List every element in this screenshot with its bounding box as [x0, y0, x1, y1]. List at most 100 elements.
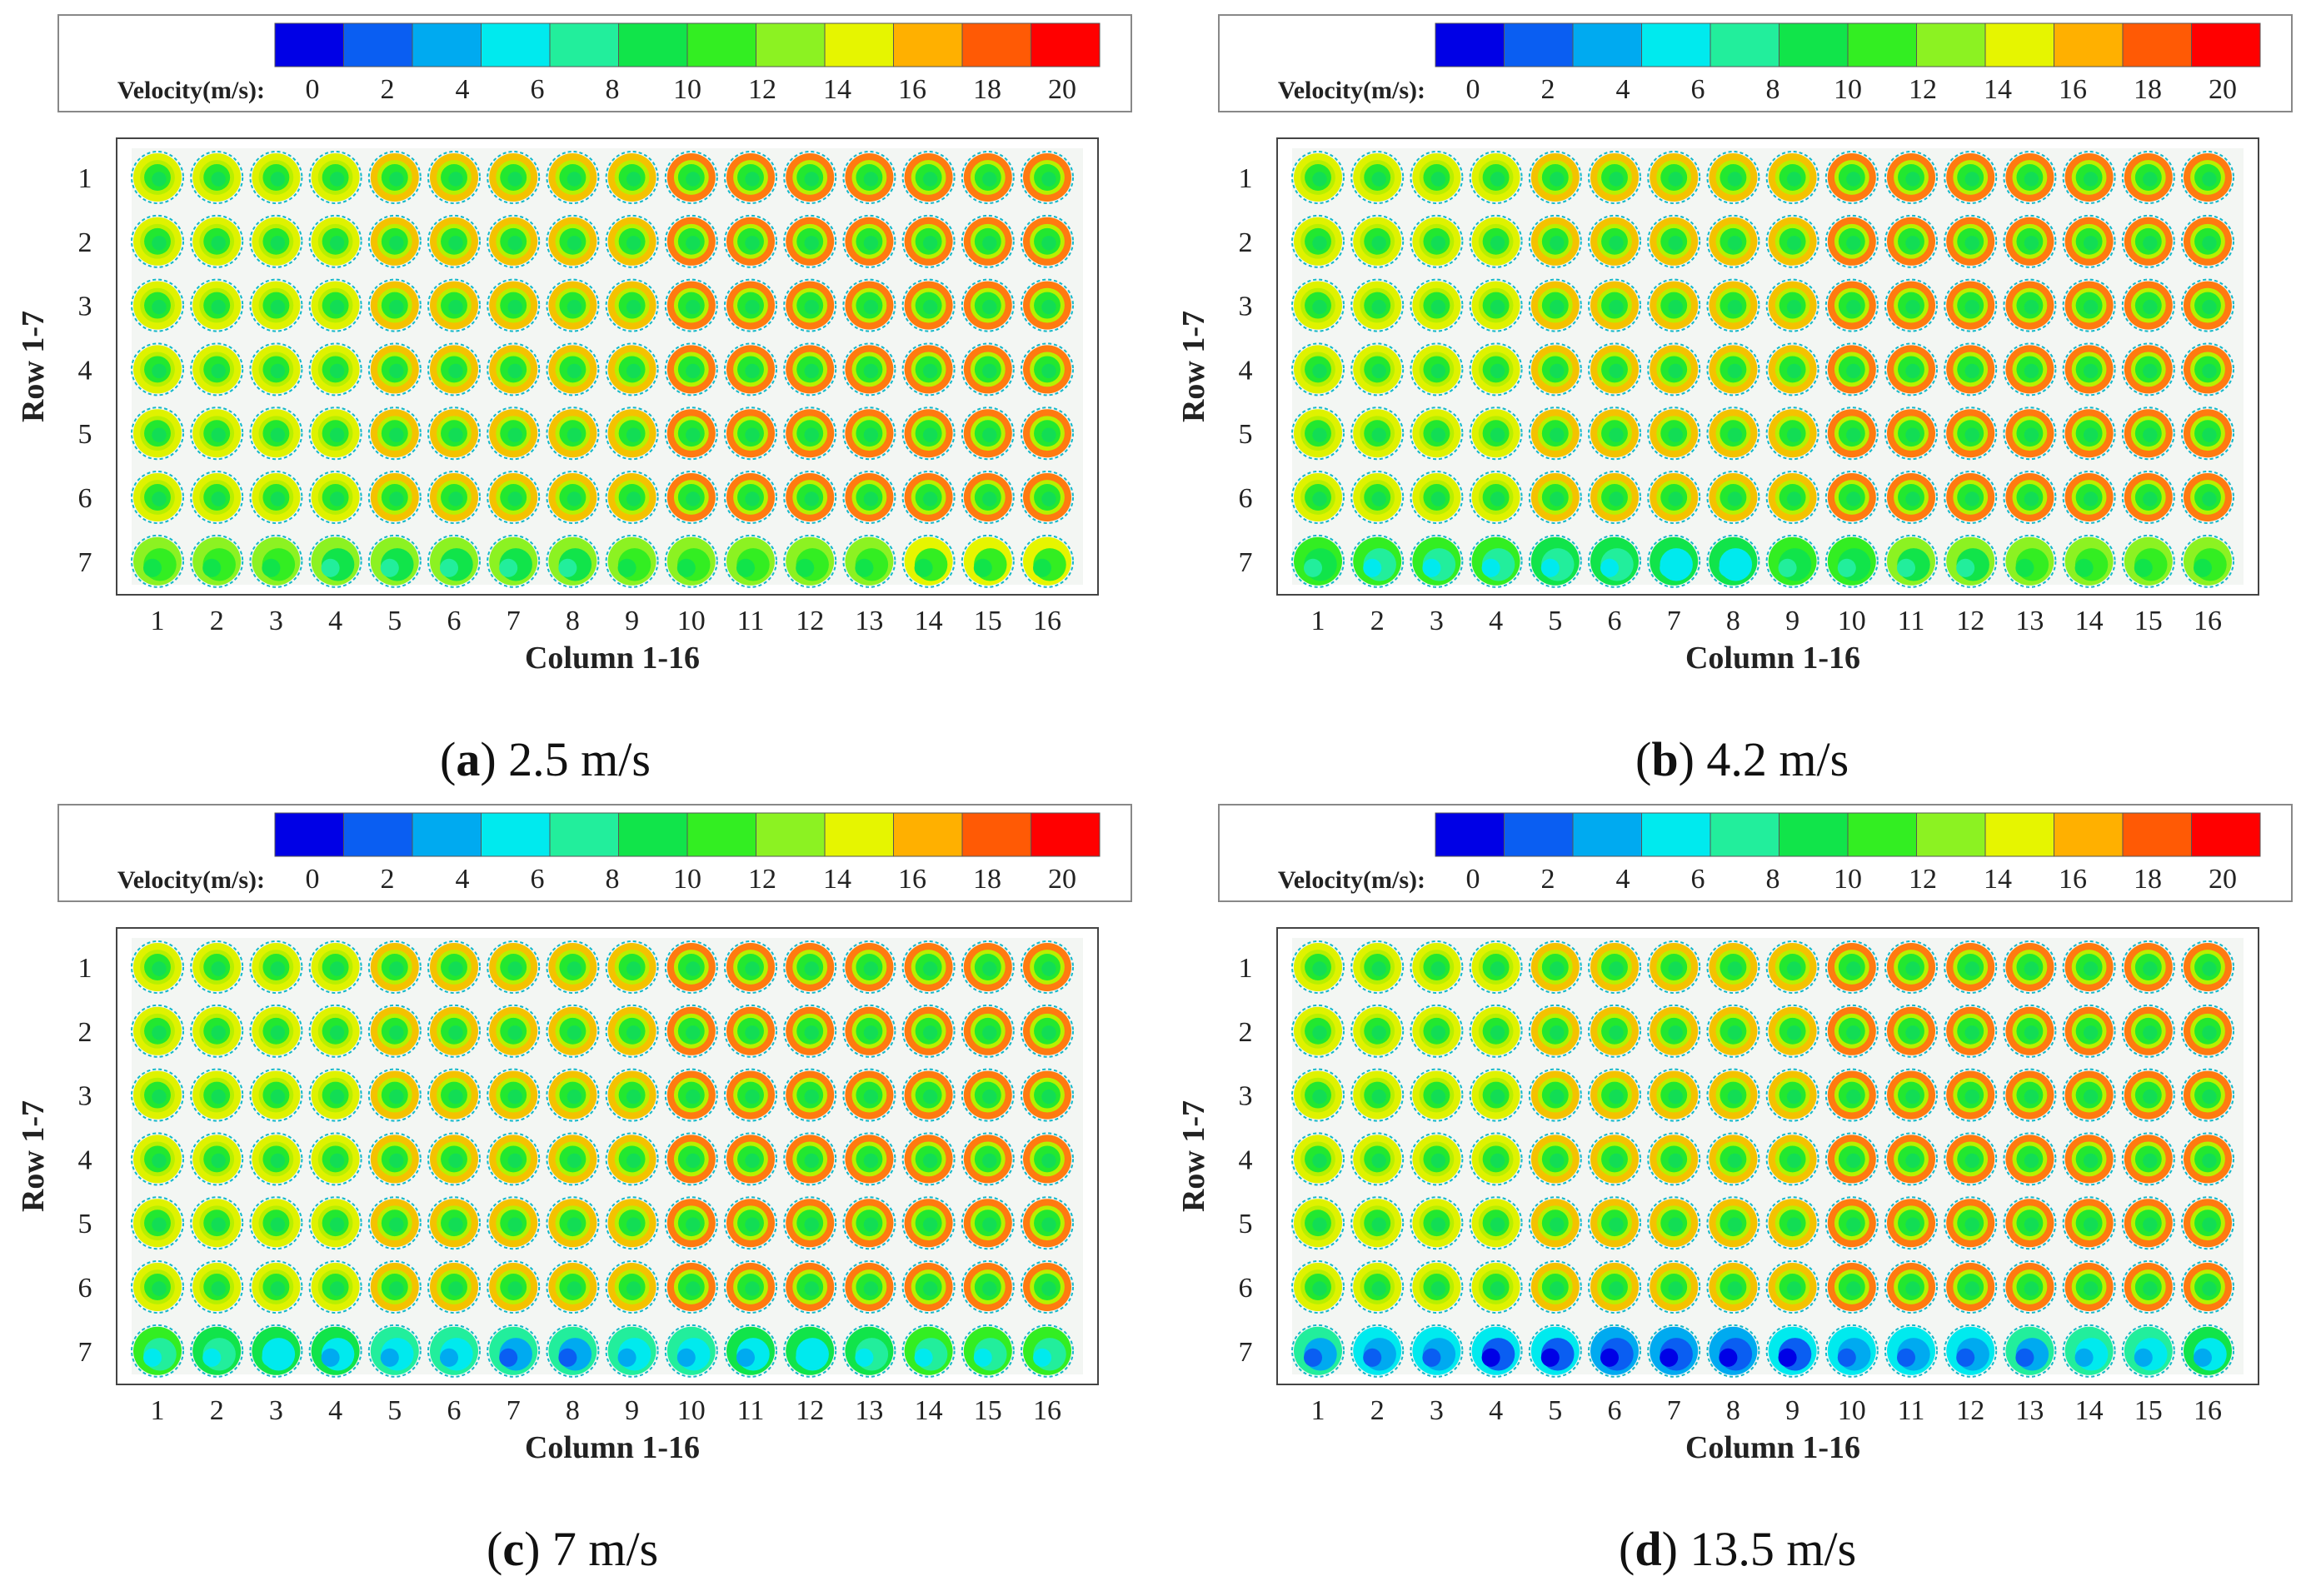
velocity-cell-r4-c7	[1647, 342, 1701, 397]
velocity-cell-r4-c12	[783, 342, 837, 397]
velocity-cell-r1-c3	[1410, 940, 1464, 994]
velocity-cell-r6-c4	[308, 1260, 362, 1314]
legend-swatch	[1504, 22, 1574, 67]
velocity-cell-r3-c3	[249, 1068, 303, 1122]
column-tick-label: 1	[1311, 606, 1325, 636]
velocity-cell-r3-c14	[901, 1068, 956, 1122]
legend-swatch	[549, 22, 619, 67]
legend-swatch	[686, 812, 756, 857]
column-tick-label: 7	[1667, 606, 1681, 636]
velocity-cell-r5-c1	[131, 1196, 184, 1250]
velocity-cell-r5-c9	[1765, 406, 1819, 461]
velocity-cell-r3-c9	[605, 1068, 659, 1122]
velocity-cell-r5-c5	[1528, 1196, 1582, 1250]
velocity-cell-r1-c8	[546, 151, 600, 204]
velocity-cell-r3-c8	[546, 278, 600, 332]
velocity-cell-r6-c6	[427, 1260, 481, 1314]
legend-tick: 6	[1691, 74, 1705, 105]
velocity-cell-r4-c16	[2181, 342, 2234, 397]
velocity-cell-r3-c16	[2181, 1068, 2234, 1122]
velocity-cell-r3-c8	[1706, 1068, 1760, 1122]
velocity-cell-r1-c5	[367, 151, 422, 204]
legend-tick: 8	[1766, 864, 1780, 895]
velocity-cell-r2-c1	[1291, 214, 1345, 268]
velocity-cell-r2-c16	[1021, 214, 1074, 268]
velocity-cell-r5-c16	[2181, 1196, 2234, 1250]
velocity-cell-r1-c14	[901, 151, 956, 204]
velocity-cell-r3-c9	[1765, 1068, 1819, 1122]
column-tick-label: 4	[1489, 606, 1503, 636]
velocity-cell-r2-c6	[427, 214, 481, 268]
velocity-cell-r1-c10	[664, 151, 718, 204]
velocity-cell-r5-c16	[2181, 406, 2234, 461]
velocity-cell-r5-c14	[2062, 1196, 2116, 1250]
legend-swatch	[412, 812, 482, 857]
velocity-cell-r7-c1	[1291, 534, 1345, 588]
velocity-cell-r7-c15	[2121, 1324, 2175, 1378]
velocity-cell-r6-c1	[1291, 471, 1345, 524]
velocity-cell-r7-c4	[308, 1324, 362, 1378]
velocity-cell-r2-c1	[131, 1004, 184, 1058]
column-tick-label: 11	[1898, 1395, 1925, 1426]
legend-tick: 10	[673, 864, 701, 895]
velocity-cell-r5-c15	[961, 406, 1015, 461]
row-tick-label: 5	[1239, 1209, 1253, 1239]
velocity-cell-r7-c1	[1291, 1324, 1345, 1378]
velocity-cell-r7-c10	[1824, 1324, 1879, 1378]
column-tick-label: 16	[2194, 606, 2222, 636]
velocity-cell-r7-c5	[1528, 1324, 1582, 1378]
velocity-cell-r4-c13	[2003, 1132, 2057, 1186]
velocity-cell-r4-c8	[546, 342, 600, 397]
velocity-cell-r2-c16	[1021, 1004, 1074, 1058]
velocity-cell-r6-c8	[546, 471, 600, 524]
y-axis-title: Row 1-7	[1176, 311, 1211, 422]
velocity-cell-r4-c6	[1588, 342, 1641, 397]
legend-swatch	[1710, 812, 1779, 857]
column-tick-label: 13	[2015, 606, 2044, 636]
velocity-cell-r2-c16	[2181, 1004, 2234, 1058]
velocity-cell-r4-c12	[783, 1132, 837, 1186]
velocity-cell-r2-c9	[605, 214, 659, 268]
velocity-cell-r2-c7	[1647, 214, 1701, 268]
velocity-cell-r6-c7	[1647, 471, 1701, 524]
velocity-cell-r7-c2	[1350, 534, 1405, 588]
velocity-cell-r3-c8	[1706, 278, 1760, 332]
velocity-cell-r5-c16	[1021, 1196, 1074, 1250]
velocity-cell-r4-c16	[1021, 1132, 1074, 1186]
row-tick-label: 2	[78, 1017, 92, 1048]
velocity-cell-r6-c3	[1410, 1260, 1464, 1314]
row-tick-label: 7	[78, 1337, 92, 1368]
velocity-cell-r4-c7	[1647, 1132, 1701, 1186]
velocity-cell-r3-c1	[1291, 278, 1345, 332]
column-tick-label: 13	[855, 606, 883, 636]
column-tick-label: 7	[507, 1395, 521, 1426]
column-tick-label: 12	[796, 606, 824, 636]
row-tick-label: 1	[78, 163, 92, 194]
column-tick-label: 9	[1785, 1395, 1799, 1426]
column-tick-label: 7	[1667, 1395, 1681, 1426]
column-tick-label: 2	[210, 1395, 224, 1426]
velocity-cell-r6-c9	[605, 471, 659, 524]
velocity-cell-r2-c5	[367, 1004, 422, 1058]
velocity-cell-r2-c3	[1410, 214, 1464, 268]
velocity-cell-r2-c4	[308, 214, 362, 268]
velocity-cell-r1-c13	[2003, 151, 2057, 204]
velocity-cell-r7-c10	[664, 534, 718, 588]
velocity-cell-r2-c1	[131, 214, 184, 268]
velocity-cell-r7-c15	[961, 534, 1015, 588]
velocity-cell-r4-c15	[961, 342, 1015, 397]
velocity-cell-r2-c16	[2181, 214, 2234, 268]
legend-tick: 14	[1984, 864, 2012, 895]
velocity-cell-r7-c6	[1588, 1324, 1641, 1378]
legend-swatch	[274, 22, 344, 67]
velocity-cell-r1-c15	[2121, 151, 2175, 204]
velocity-cell-r2-c13	[2003, 214, 2057, 268]
column-tick-label: 8	[566, 1395, 580, 1426]
row-tick-label: 2	[1239, 1017, 1253, 1048]
velocity-cell-r1-c7	[1647, 151, 1701, 204]
legend-tick: 12	[748, 74, 776, 105]
legend-tick: 12	[748, 864, 776, 895]
column-tick-label: 4	[328, 606, 342, 636]
velocity-cell-r3-c2	[1350, 1068, 1405, 1122]
legend-tick: 4	[456, 864, 470, 895]
